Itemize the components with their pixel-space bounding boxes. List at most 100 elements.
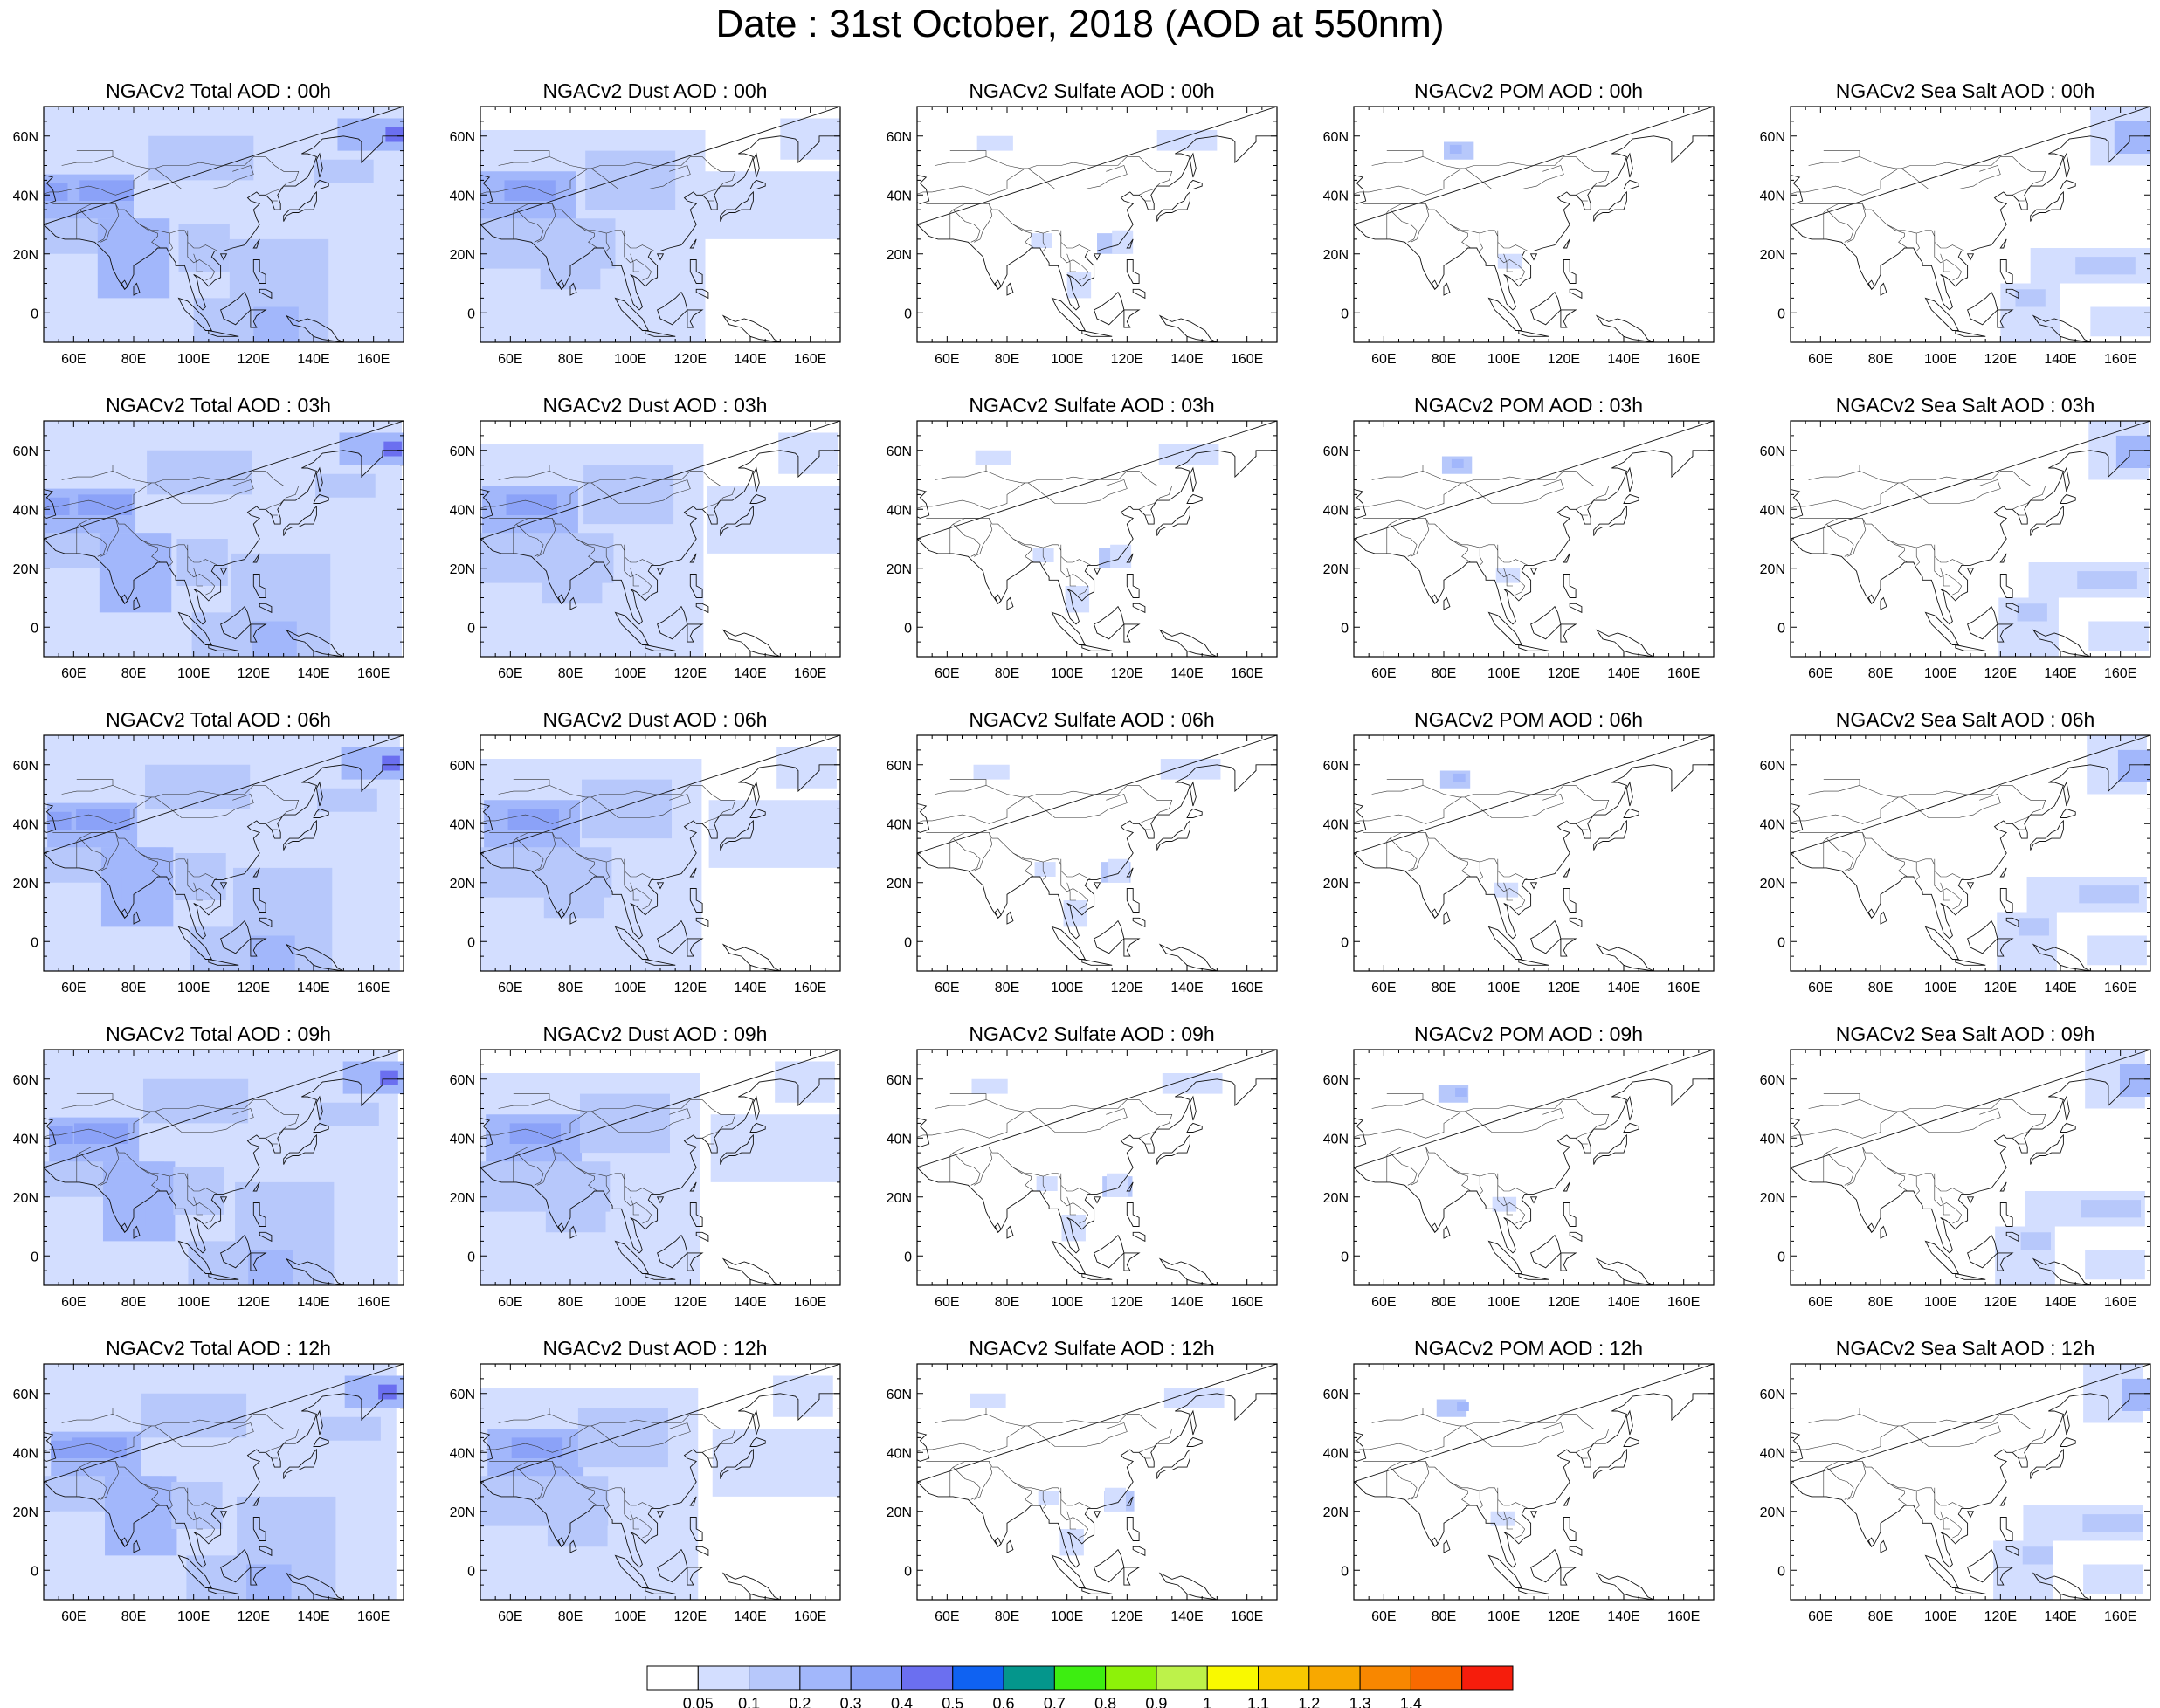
y-tick-label: 40N (450, 1132, 475, 1147)
aod-patch (244, 935, 295, 971)
x-tick-label: 100E (1051, 1609, 1083, 1624)
aod-patch (186, 1555, 247, 1600)
country-borders (480, 1093, 736, 1224)
aod-patch (1455, 1087, 1467, 1097)
x-tick-label: 60E (1371, 1295, 1396, 1310)
x-tick-label: 100E (177, 666, 210, 681)
map-plot: 60E 80E 100E 120E 140E 160E 60N 40N 20N 0 (450, 734, 841, 995)
x-tick-label: 60E (1808, 1609, 1832, 1624)
map-panel-pom-12h: NGACv2 POM AOD : 12h 60E 80E 100E 120E 140E 16… (1310, 1336, 1747, 1650)
x-tick-label: 140E (1170, 981, 1203, 995)
x-tick-label: 100E (1924, 1609, 1956, 1624)
y-tick-label: 40N (1323, 817, 1349, 832)
country-borders (917, 150, 1173, 281)
x-tick-label: 100E (1487, 981, 1520, 995)
aod-patch (191, 612, 252, 657)
x-tick-label: 100E (1487, 666, 1520, 681)
y-tick-label: 20N (13, 248, 38, 263)
x-tick-label: 160E (794, 1295, 826, 1310)
aod-patch (778, 432, 838, 474)
x-tick-label: 120E (1548, 1609, 1580, 1624)
aod-patch (2119, 1064, 2150, 1097)
x-tick-label: 160E (357, 1295, 390, 1310)
x-tick-label: 60E (1808, 1295, 1832, 1310)
y-tick-label: 60N (1760, 130, 1785, 145)
axis-ticks (480, 420, 841, 658)
country-borders (1791, 1093, 2046, 1224)
y-tick-label: 0 (467, 935, 475, 950)
country-borders (480, 150, 736, 281)
x-tick-label: 120E (1548, 666, 1580, 681)
aod-patch (973, 764, 1010, 780)
aod-patch (315, 473, 376, 498)
aod-patch (547, 1487, 608, 1547)
x-tick-label: 60E (1808, 981, 1832, 995)
aod-patch (582, 779, 673, 839)
aod-patch (509, 1123, 562, 1144)
coastlines (1791, 107, 2150, 342)
x-tick-label: 100E (1051, 981, 1083, 995)
map-plot: 60E 80E 100E 120E 140E 160E 60N 40N 20N 0 (887, 1049, 1278, 1310)
x-tick-label: 160E (357, 352, 390, 367)
x-tick-label: 100E (1487, 1295, 1520, 1310)
x-tick-label: 120E (1111, 666, 1143, 681)
y-tick-label: 0 (31, 306, 38, 321)
x-tick-label: 120E (1984, 352, 2017, 367)
x-tick-label: 60E (1371, 352, 1396, 367)
y-tick-label: 40N (13, 817, 38, 832)
map-plot: 60E 80E 100E 120E 140E 160E 60N 40N 20N 0 (450, 1363, 841, 1624)
aod-patch (2122, 1378, 2150, 1411)
x-tick-label: 160E (794, 666, 826, 681)
axis-ticks (480, 1049, 841, 1286)
map-plot: 60E 80E 100E 120E 140E 160E 60N 40N 20N 0 (13, 420, 404, 681)
aod-field (480, 421, 840, 657)
aod-patch (118, 248, 140, 284)
map-plot: 60E 80E 100E 120E 140E 160E 60N 40N 20N 0 (13, 1363, 404, 1624)
x-tick-label: 60E (935, 666, 959, 681)
x-tick-label: 60E (61, 1609, 86, 1624)
country-borders (1791, 1408, 2046, 1539)
coastlines (1354, 107, 1714, 342)
y-tick-label: 40N (450, 189, 475, 203)
coastlines (44, 1364, 404, 1600)
aod-field (1791, 1050, 2150, 1285)
y-tick-label: 0 (467, 1564, 475, 1579)
y-tick-label: 40N (450, 1446, 475, 1461)
aod-patch (712, 1429, 840, 1497)
x-tick-label: 60E (935, 352, 959, 367)
panel-title: NGACv2 Dust AOD : 09h (542, 1023, 768, 1045)
axis-ticks (916, 106, 1278, 343)
map-panel-dust-06h: NGACv2 Dust AOD : 06h 60E 80E 100E 120E 140E 1… (437, 707, 873, 1022)
x-tick-label: 80E (558, 1609, 583, 1624)
x-tick-label: 60E (61, 666, 86, 681)
aod-patch (382, 755, 400, 771)
x-tick-label: 100E (177, 981, 210, 995)
map-plot: 60E 80E 100E 120E 140E 160E 60N 40N 20N 0 (1323, 734, 1715, 995)
map-panel-sulfate-12h: NGACv2 Sulfate AOD : 12h 60E 80E 100E 120E 14… (873, 1336, 1310, 1650)
map-panel-total-06h: NGACv2 Total AOD : 06h 60E 80E 100E 120E 140E… (0, 707, 437, 1022)
x-tick-label: 60E (935, 1609, 959, 1624)
map-panel-seasalt-03h: NGACv2 Sea Salt AOD : 03h 60E 80E 100E 120E 1… (1747, 393, 2160, 707)
coastlines (1791, 735, 2150, 971)
y-tick-label: 20N (1760, 248, 1785, 263)
aod-field (917, 1050, 1277, 1285)
aod-patch (2114, 121, 2150, 154)
coastlines (480, 1050, 840, 1285)
x-tick-label: 160E (2104, 666, 2136, 681)
x-tick-label: 80E (558, 981, 583, 995)
y-tick-label: 20N (450, 1191, 475, 1206)
map-plot: 60E 80E 100E 120E 140E 160E 60N 40N 20N 0 (1760, 1049, 2151, 1310)
y-tick-label: 0 (467, 1250, 475, 1264)
y-tick-label: 20N (13, 1505, 38, 1520)
aod-patch (145, 764, 251, 809)
aod-patch (2087, 935, 2147, 966)
x-tick-label: 60E (61, 981, 86, 995)
aod-patch (319, 1102, 379, 1126)
map-panel-pom-06h: NGACv2 POM AOD : 06h 60E 80E 100E 120E 140E 16… (1310, 707, 1747, 1022)
map-plot: 60E 80E 100E 120E 140E 160E 60N 40N 20N 0 (1323, 420, 1715, 681)
y-tick-label: 40N (13, 189, 38, 203)
x-tick-label: 80E (121, 981, 146, 995)
x-tick-label: 140E (1170, 666, 1203, 681)
y-tick-label: 0 (31, 621, 38, 636)
